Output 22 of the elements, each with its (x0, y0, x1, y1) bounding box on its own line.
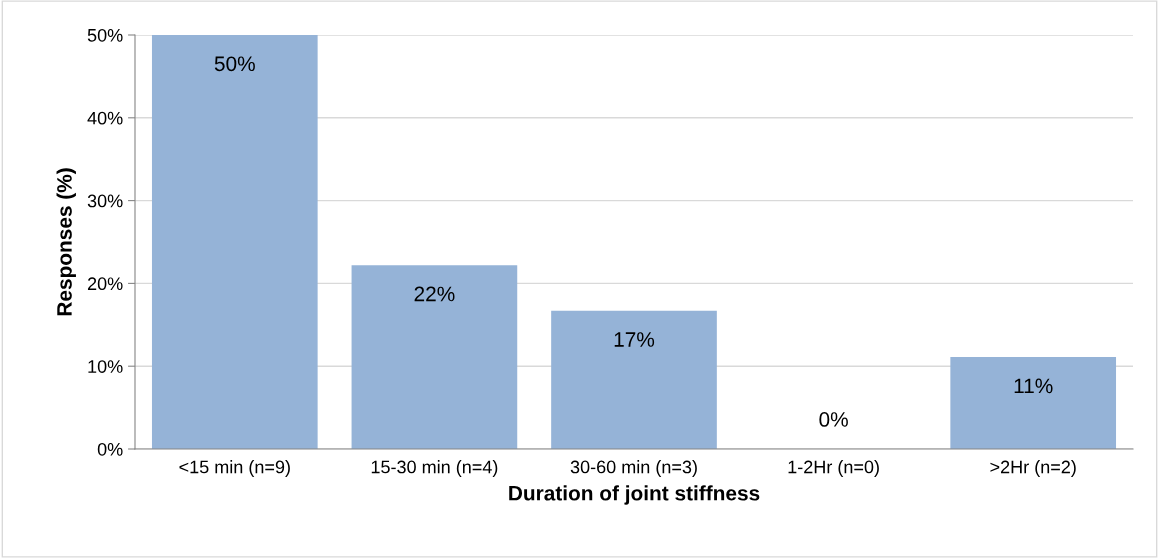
data-label: 11% (1014, 378, 1053, 394)
y-tick-label: 30% (87, 194, 123, 208)
data-label: 22% (414, 286, 455, 302)
y-tick-label: 50% (87, 28, 123, 42)
y-axis-title: Responses (%) (56, 168, 76, 316)
x-tick-label: <15 min (n=9) (179, 460, 290, 477)
y-tick-label: 20% (87, 277, 123, 291)
x-tick-label: 30-60 min (n=3) (570, 460, 697, 477)
y-tick-label: 40% (87, 111, 123, 125)
x-axis-title: Duration of joint stiffness (509, 485, 760, 505)
data-label: 0% (819, 412, 848, 427)
bar (351, 265, 518, 449)
x-tick-label: >2Hr (n=2) (990, 460, 1076, 477)
bar (950, 357, 1117, 449)
data-label: 17% (614, 332, 655, 347)
bar (151, 35, 318, 449)
y-tick-label: 0% (97, 442, 123, 456)
bar (551, 310, 717, 449)
data-label: 50% (214, 56, 255, 72)
y-tick-label: 10% (88, 360, 123, 373)
x-tick-label: 1-2Hr (n=0) (788, 460, 879, 477)
x-tick-label: 15-30 min (n=4) (371, 460, 498, 477)
